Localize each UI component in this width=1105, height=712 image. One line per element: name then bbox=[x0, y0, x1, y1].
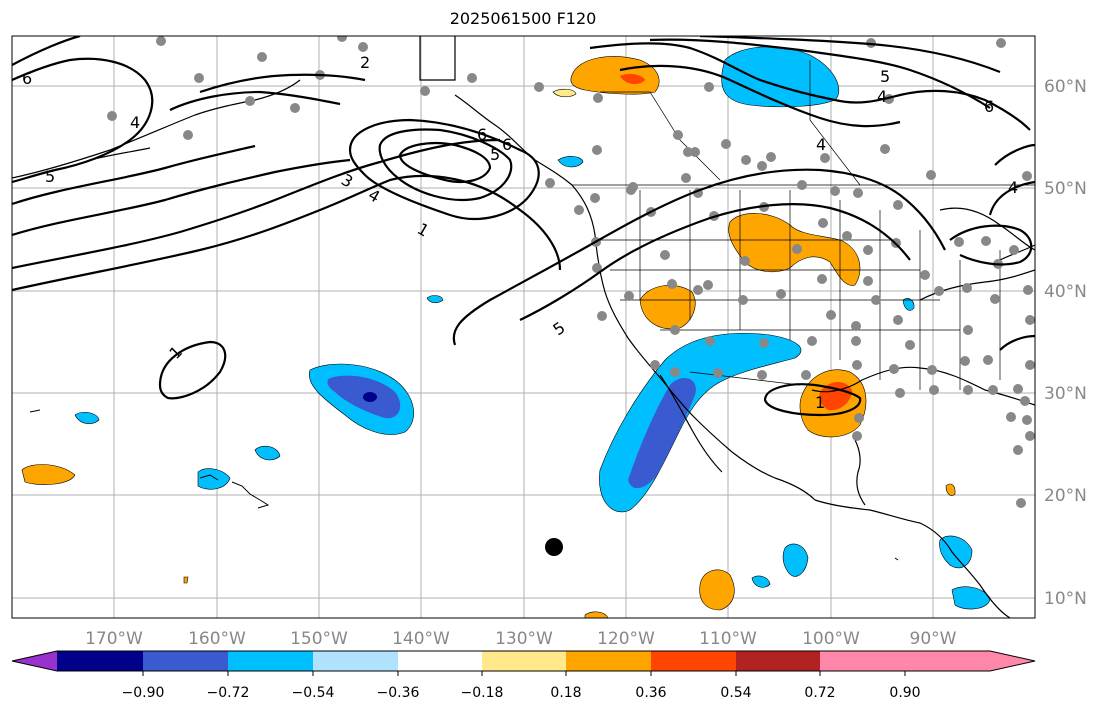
contour-label: 1 bbox=[815, 393, 825, 412]
neg-region-small5 bbox=[426, 295, 444, 304]
colorbar-segment bbox=[143, 651, 228, 671]
neg-region-pacific-peak bbox=[363, 392, 377, 402]
colorbar-segment bbox=[482, 651, 566, 671]
pos-region-hawaii-west bbox=[21, 464, 76, 485]
neg-region-small3 bbox=[197, 468, 231, 490]
contour-label: 6 bbox=[984, 97, 994, 116]
colorbar-tick-label: 0.36 bbox=[635, 685, 666, 701]
lat-label: 30°N bbox=[1044, 384, 1087, 404]
contour-label: 2 bbox=[360, 53, 370, 72]
contour-label: 6 bbox=[502, 135, 512, 154]
colorbar-segment bbox=[820, 651, 905, 671]
map-title: 2025061500 F120 bbox=[449, 9, 597, 28]
pos-region-small2 bbox=[945, 483, 956, 496]
colorbar-tick-label: −0.72 bbox=[207, 685, 250, 701]
contour-label: 6 bbox=[477, 125, 487, 144]
pos-region-small4 bbox=[183, 576, 189, 584]
colorbar-tick-label: 0.18 bbox=[550, 685, 581, 701]
contour-label: 5 bbox=[490, 145, 500, 164]
neg-region-small1 bbox=[557, 156, 584, 168]
colorbar-segment bbox=[651, 651, 736, 671]
colorbar-tick-label: 0.54 bbox=[720, 685, 751, 701]
lon-label: 170°W bbox=[85, 629, 143, 649]
colorbar-segment bbox=[566, 651, 651, 671]
lat-label: 10°N bbox=[1044, 589, 1087, 609]
contour-label: 4 bbox=[130, 113, 140, 132]
lat-label: 20°N bbox=[1044, 486, 1087, 506]
colorbar-segment bbox=[736, 651, 820, 671]
colorbar: −0.90 −0.72 −0.54 −0.36 −0.18 0.18 0.36 … bbox=[11, 650, 1036, 701]
lon-label: 130°W bbox=[495, 629, 553, 649]
colorbar-segment bbox=[228, 651, 313, 671]
colorbar-tick-label: 0.90 bbox=[889, 685, 920, 701]
pos-region-alaska bbox=[570, 56, 660, 95]
plot-frame bbox=[11, 35, 1036, 619]
lat-label: 40°N bbox=[1044, 282, 1087, 302]
lon-tick-labels: 170°W 160°W 150°W 140°W 130°W 120°W 110°… bbox=[85, 629, 957, 649]
neg-region-small2 bbox=[74, 411, 100, 424]
colorbar-segment bbox=[905, 651, 1035, 671]
pos-region-small1 bbox=[584, 611, 609, 618]
contour-label: 4 bbox=[877, 87, 887, 106]
lon-label: 100°W bbox=[802, 629, 860, 649]
colorbar-tick-label: 0.72 bbox=[804, 685, 835, 701]
contour-label: 5 bbox=[880, 67, 890, 86]
neg-region-small6 bbox=[782, 543, 809, 577]
contour-lines bbox=[12, 36, 1035, 417]
colorbar-tick-label: −0.54 bbox=[292, 685, 335, 701]
tropical-marker bbox=[545, 538, 563, 556]
colorbar-segment bbox=[313, 651, 398, 671]
lon-label: 160°W bbox=[188, 629, 246, 649]
islands bbox=[29, 409, 899, 561]
colorbar-segment bbox=[57, 651, 143, 671]
lon-label: 140°W bbox=[392, 629, 450, 649]
contour-label: 4 bbox=[1008, 178, 1018, 197]
pos-region-small3 bbox=[552, 88, 577, 98]
lon-label: 90°W bbox=[910, 629, 957, 649]
colorbar-segment bbox=[398, 651, 482, 671]
lat-label: 50°N bbox=[1044, 179, 1087, 199]
lon-label: 150°W bbox=[290, 629, 348, 649]
lat-tick-labels: 60°N 50°N 40°N 30°N 20°N 10°N bbox=[1044, 77, 1087, 609]
station-dots bbox=[107, 36, 1035, 508]
lon-label: 110°W bbox=[699, 629, 757, 649]
pos-region-mexico bbox=[699, 569, 735, 611]
colorbar-tick-label: −0.36 bbox=[377, 685, 420, 701]
colorbar-tick-label: −0.90 bbox=[122, 685, 165, 701]
contour-label: 5 bbox=[45, 167, 55, 186]
contour-label: 6 bbox=[22, 69, 32, 88]
lon-label: 120°W bbox=[597, 629, 655, 649]
contour-label: 4 bbox=[816, 135, 826, 154]
pos-region-alaska-core bbox=[620, 73, 645, 85]
lat-label: 60°N bbox=[1044, 77, 1087, 97]
neg-region-small4 bbox=[254, 445, 281, 461]
pos-region-fourcorners bbox=[639, 285, 696, 330]
neg-region-small9 bbox=[751, 575, 771, 588]
colorbar-outline bbox=[11, 650, 1036, 672]
colorbar-tick-label: −0.18 bbox=[461, 685, 504, 701]
colorbar-segment bbox=[12, 651, 57, 671]
neg-region-small10 bbox=[902, 298, 915, 311]
